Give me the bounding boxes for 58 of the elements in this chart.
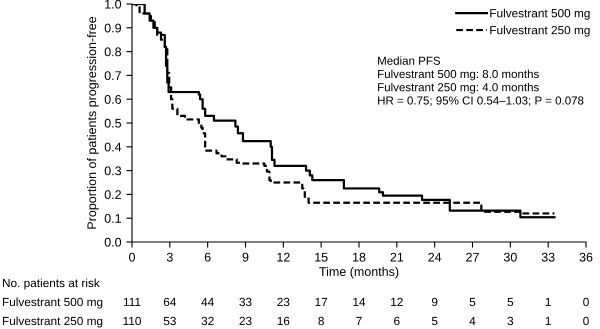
text: No. patients at risk (2, 278, 100, 290)
x-tick-label: 0 (129, 252, 135, 262)
text: 64 (164, 298, 176, 306)
text: 111 (124, 298, 140, 306)
x-tick-label: 33 (542, 252, 555, 262)
annotation: Median PFS Fulvestrant 500 mg: 8.0 months Fulvestrant 250 mg: 4.0 months HR = 0.75; 95% CI 0.54–1.03; P = 0.078 (378, 56, 584, 106)
text: 5 (508, 298, 514, 306)
y-tick-label: 0.4 (104, 142, 122, 152)
text: 32 (202, 316, 214, 326)
x-tick-label: 15 (315, 252, 328, 262)
text: 7 (356, 316, 362, 326)
text: 16 (278, 316, 290, 326)
text: Fulvestrant 500 mg (2, 297, 102, 309)
text: 5 (432, 316, 438, 326)
x-tick-label: 12 (277, 252, 290, 262)
text: 1 (546, 316, 551, 326)
x-tick-label: 18 (353, 252, 366, 262)
text: 33 (239, 298, 252, 306)
y-tick-label: 0.7 (104, 71, 121, 80)
x-tick-label: 9 (242, 252, 248, 262)
x-tick-label: 3 (166, 252, 173, 262)
text: 8 (318, 316, 324, 326)
text: 4 (469, 316, 476, 326)
y-tick-label: 0.1 (104, 214, 121, 223)
text: 14 (353, 298, 366, 306)
text: 6 (394, 316, 400, 326)
x-tick-label: 27 (466, 252, 479, 262)
y-tick-label: 0.9 (104, 24, 121, 32)
text: 53 (164, 316, 176, 326)
x-tick-label: 24 (428, 252, 442, 262)
y-tick-label: 0.0 (104, 238, 122, 247)
legend-label: Fulvestrant 250 mg (490, 26, 590, 37)
y-tick-label: 0.6 (104, 95, 122, 104)
y-axis-title: Proportion of patients progression-free (87, 16, 99, 229)
text: 3 (508, 316, 514, 326)
x-axis-title: Time (months) (319, 266, 398, 278)
x-tick-label: 21 (390, 252, 404, 262)
legend-label: Fulvestrant 500 mg (490, 8, 590, 20)
x-tick-label: 30 (504, 252, 517, 262)
y-tick-label: 0.8 (104, 47, 122, 56)
text: 23 (277, 298, 290, 306)
y-tick-label: 0.5 (104, 118, 122, 128)
text: 17 (316, 298, 328, 306)
x-tick-label: 36 (580, 252, 592, 262)
text: Fulvestrant 250 mg (2, 316, 102, 328)
text: 1 (546, 298, 551, 306)
text: 0 (583, 316, 589, 326)
text: 44 (201, 298, 214, 306)
text: 110 (123, 316, 141, 326)
text: 9 (432, 298, 438, 306)
text: 12 (391, 298, 403, 306)
y-tick-label: 1.0 (105, 0, 122, 9)
text: 5 (470, 298, 476, 306)
y-tick-label: 0.2 (104, 190, 121, 200)
text: 23 (240, 316, 252, 326)
y-tick-label: 0.3 (104, 166, 122, 176)
x-tick-label: 6 (204, 252, 211, 262)
text: 0 (583, 298, 589, 306)
